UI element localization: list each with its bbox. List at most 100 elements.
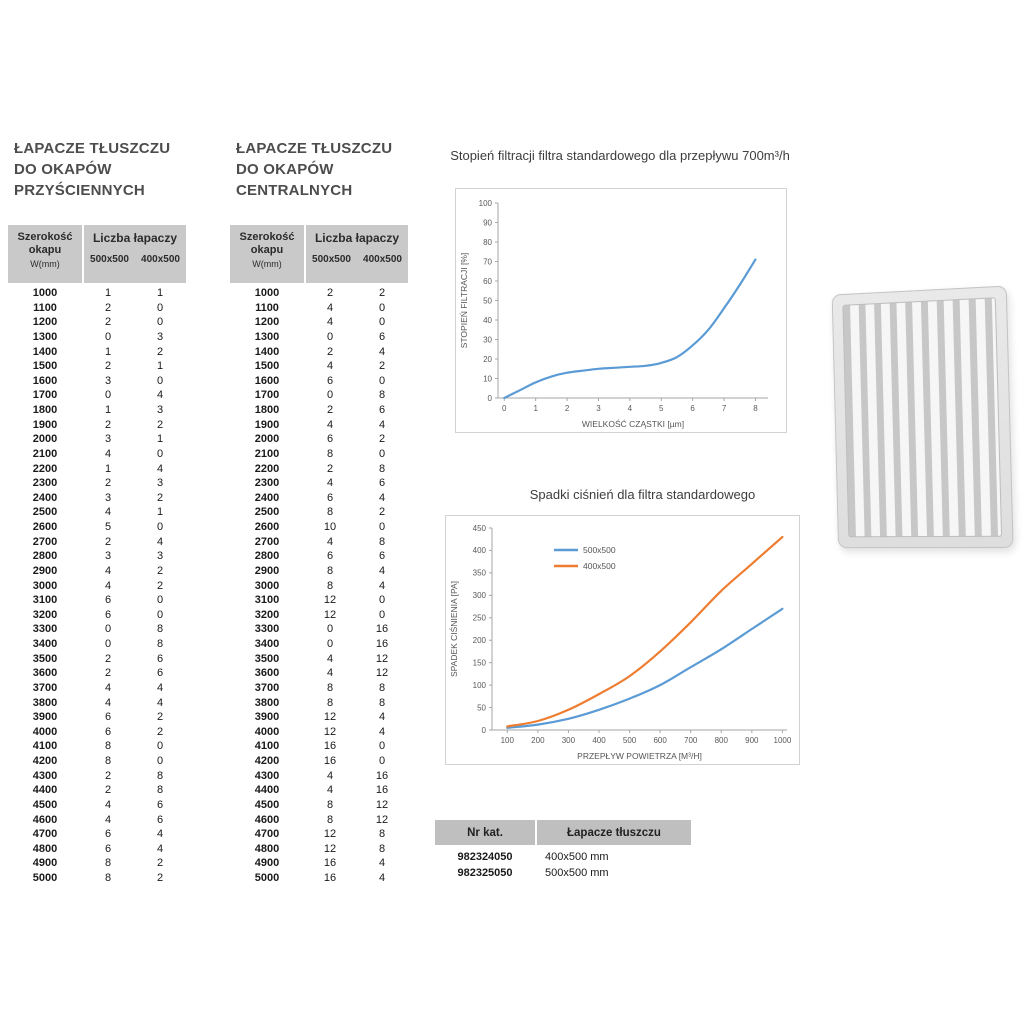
table-row: 3100 6 0	[8, 593, 186, 608]
table-row: 3900 6 2	[8, 710, 186, 725]
table-row: 1000 1 1	[8, 286, 186, 301]
table-row: 3400 0 8	[8, 637, 186, 652]
table-row: 3500 2 6	[8, 652, 186, 667]
filter-count-value: 2	[378, 433, 386, 446]
filter-count-value: 4	[156, 462, 164, 475]
table-row: 1900 4 4	[230, 418, 408, 433]
hood-width-value: 1700	[32, 389, 58, 402]
table-row: 4600 8 12	[230, 813, 408, 828]
svg-text:600: 600	[653, 736, 667, 745]
hood-width-header: Szerokość okapu W(mm)	[8, 225, 82, 283]
filter-count-value: 6	[326, 491, 334, 504]
table-row: 4500 4 6	[8, 798, 186, 813]
filter-count-value: 12	[323, 828, 337, 841]
svg-text:60: 60	[483, 277, 492, 286]
table-row: 3600 2 6	[8, 666, 186, 681]
svg-text:200: 200	[473, 636, 487, 645]
filter-count-value: 1	[156, 506, 164, 519]
filter-count-value: 2	[104, 360, 112, 373]
filter-count-value: 8	[378, 389, 386, 402]
filter-count-value: 6	[104, 725, 112, 738]
svg-text:6: 6	[690, 404, 695, 413]
catalog-number: 982325050	[457, 867, 513, 879]
hood-width-value: 4800	[32, 842, 58, 855]
table-header: Szerokość okapu W(mm) Liczba łapaczy 500…	[230, 225, 408, 283]
filter-count-value: 0	[378, 608, 386, 621]
filter-count-value: 8	[104, 857, 112, 870]
table-row: 4100 8 0	[8, 739, 186, 754]
hood-width-value: 4300	[254, 769, 280, 782]
catalog-row: 982325050 500x500 mm	[435, 865, 691, 881]
hood-width-value: 2000	[254, 433, 280, 446]
hood-width-value: 3600	[254, 667, 280, 680]
hood-width-value: 3000	[254, 579, 280, 592]
table-row: 3800 4 4	[8, 696, 186, 711]
table-row: 4100 16 0	[230, 739, 408, 754]
table-row: 3000 4 2	[8, 579, 186, 594]
filter-count-value: 0	[378, 301, 386, 314]
filter-count-value: 6	[156, 813, 164, 826]
filter-count-value: 2	[156, 872, 164, 884]
filter-count-value: 12	[375, 652, 389, 665]
filter-count-value: 8	[326, 681, 334, 694]
svg-text:8: 8	[753, 404, 758, 413]
filter-count-value: 4	[378, 345, 386, 358]
filter-count-value: 12	[323, 594, 337, 607]
filter-count-value: 2	[156, 564, 164, 577]
filter-count-value: 8	[156, 784, 164, 797]
filter-count-value: 3	[104, 433, 112, 446]
filter-count-value: 8	[378, 842, 386, 855]
catalog-size: 400x500 mm	[545, 851, 609, 863]
filter-count-value: 2	[378, 287, 386, 299]
hood-width-value: 3900	[254, 711, 280, 724]
table-row: 4900 16 4	[230, 856, 408, 871]
filter-count-value: 0	[326, 623, 334, 636]
table-row: 2600 5 0	[8, 520, 186, 535]
svg-text:800: 800	[715, 736, 729, 745]
pressure-drop-chart: 0 50 100 150 200 250 300 350 400 450 100 200 300 400 5…	[445, 515, 800, 765]
table-row: 2200 2 8	[230, 462, 408, 477]
table-row: 2100 4 0	[8, 447, 186, 462]
hood-width-value: 4400	[254, 784, 280, 797]
filter-count-value: 12	[375, 667, 389, 680]
table-body: 1000 2 2 1100 4 0 1200 4 0 1300 0 6 1400 2 4 1500 4 2 1600…	[230, 286, 408, 886]
filter-count-value: 4	[326, 652, 334, 665]
svg-text:1: 1	[533, 404, 538, 413]
filter-count-value: 16	[375, 784, 389, 797]
hood-width-value: 3400	[32, 638, 58, 650]
filter-count-value: 8	[378, 462, 386, 475]
filter-count-value: 8	[326, 447, 334, 460]
hood-width-value: 4000	[254, 725, 280, 738]
filter-count-value: 4	[378, 872, 386, 884]
filter-count-value: 12	[323, 608, 337, 621]
filter-count-value: 6	[156, 652, 164, 665]
filter-count-value: 0	[156, 740, 164, 753]
filter-count-value: 3	[104, 491, 112, 504]
hood-width-value: 2800	[254, 550, 280, 563]
svg-text:40: 40	[483, 316, 492, 325]
catalog-table: Nr kat. Łapacze tłuszczu 982324050 400x50…	[435, 820, 691, 881]
wall-hoods-table: Szerokość okapu W(mm) Liczba łapaczy 500…	[8, 225, 186, 886]
hood-width-value: 1800	[254, 404, 280, 416]
table-row: 4500 8 12	[230, 798, 408, 813]
filter-count-value: 16	[375, 769, 389, 782]
table-row: 3300 0 8	[8, 622, 186, 637]
svg-text:100: 100	[479, 199, 493, 208]
hood-width-value: 1300	[254, 330, 280, 343]
table-row: 1400 1 2	[8, 345, 186, 360]
filter-count-value: 4	[378, 418, 386, 431]
hood-width-value: 2500	[32, 506, 58, 519]
table-row: 2300 4 6	[230, 476, 408, 491]
filter-count-value: 3	[156, 477, 164, 490]
hood-width-value: 3900	[32, 711, 58, 724]
hood-width-value: 2300	[32, 477, 58, 490]
filter-count-value: 0	[156, 316, 164, 329]
filter-count-value: 2	[104, 667, 112, 680]
svg-text:350: 350	[473, 569, 487, 578]
filter-count-value: 3	[104, 374, 112, 387]
filter-count-value: 6	[326, 374, 334, 387]
filter-count-value: 0	[156, 608, 164, 621]
filter-count-value: 8	[326, 813, 334, 826]
filter-count-value: 3	[156, 404, 164, 416]
hood-width-value: 3100	[32, 594, 58, 607]
